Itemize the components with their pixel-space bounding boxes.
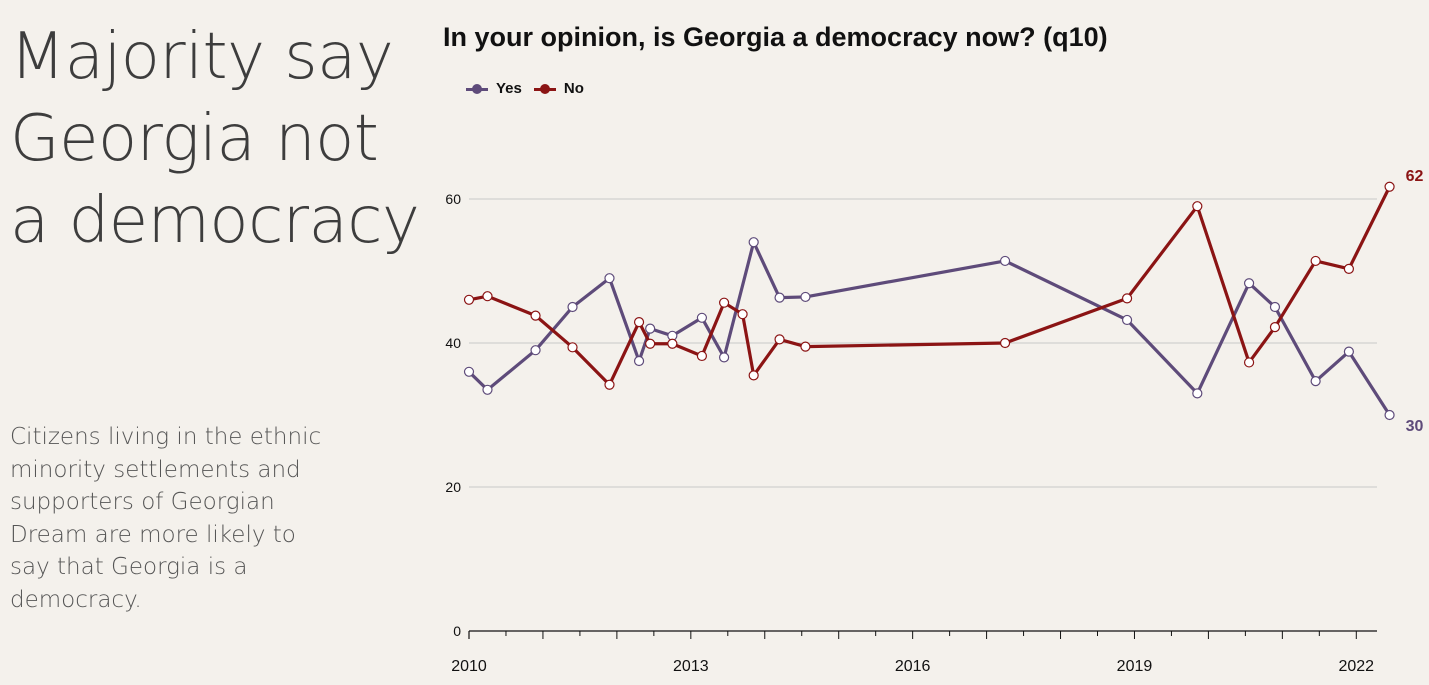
chart-legend: Yes No <box>466 80 596 97</box>
data-point-no-20 <box>1343 263 1355 274</box>
body-text-line-6: democracy. <box>10 586 142 613</box>
data-point-yes-8 <box>696 312 708 323</box>
data-point-no-5 <box>633 317 645 328</box>
data-point-yes-17 <box>1269 301 1281 313</box>
body-text-line-2: minority settlements and <box>10 456 301 483</box>
x-tick-label-2010: 2010 <box>451 658 487 675</box>
data-point-no-21 <box>1384 181 1395 192</box>
x-tick-label-2022: 2022 <box>1338 658 1374 675</box>
data-point-yes-18 <box>1310 376 1321 387</box>
legend-swatch-no <box>533 83 556 95</box>
data-point-yes-19 <box>1343 346 1355 357</box>
legend-item-no: No <box>533 80 584 97</box>
data-point-yes-9 <box>718 352 730 363</box>
y-tick-label-0: 0 <box>453 623 461 639</box>
data-point-no-6 <box>645 338 656 349</box>
body-text-line-3: supporters of Georgian <box>10 489 275 515</box>
legend-label-yes: Yes <box>496 80 522 97</box>
data-point-no-3 <box>567 342 578 353</box>
end-label-no: 62 <box>1406 168 1424 185</box>
body-text-line-5: say that Georgia is a <box>10 554 248 580</box>
headline-line-1: Majority say <box>10 20 394 94</box>
data-point-no-12 <box>774 334 785 345</box>
headline-line-2: Georgia not <box>10 102 379 176</box>
data-point-yes-10 <box>748 237 759 248</box>
x-tick-label-2019: 2019 <box>1117 658 1153 675</box>
legend-label-no: No <box>563 80 584 97</box>
data-point-no-8 <box>696 350 708 362</box>
data-point-yes-12 <box>800 291 811 303</box>
data-point-no-4 <box>604 379 615 390</box>
data-point-yes-3 <box>567 301 578 313</box>
data-point-yes-15 <box>1192 388 1203 399</box>
data-point-yes-2 <box>530 345 541 356</box>
data-point-yes-16 <box>1243 278 1255 289</box>
legend-swatch-yes <box>466 83 488 95</box>
y-tick-label-60: 60 <box>445 191 461 207</box>
data-point-yes-14 <box>1121 314 1133 326</box>
headline: Majority say Georgia not a democracy <box>10 16 420 262</box>
data-point-no-16 <box>1192 201 1203 212</box>
data-point-yes-4 <box>604 273 615 284</box>
data-point-no-0 <box>463 294 475 305</box>
data-point-no-9 <box>718 297 730 308</box>
data-point-no-1 <box>482 291 493 302</box>
data-point-yes-6 <box>645 323 656 334</box>
data-point-no-17 <box>1243 357 1255 368</box>
data-point-no-2 <box>530 310 541 321</box>
data-point-yes-1 <box>482 384 493 395</box>
x-tick-label-2016: 2016 <box>895 658 931 675</box>
data-point-no-10 <box>737 309 748 320</box>
series-line-no <box>468 186 1392 387</box>
data-point-no-14 <box>999 337 1011 349</box>
y-tick-label-40: 40 <box>445 335 461 351</box>
data-point-no-7 <box>667 338 678 349</box>
data-point-no-18 <box>1269 322 1281 333</box>
end-label-yes: 30 <box>1406 418 1424 435</box>
y-tick-label-20: 20 <box>445 479 461 495</box>
headline-line-3: a democracy <box>10 184 420 258</box>
body-text: Citizens living in the ethnic minority s… <box>10 421 370 616</box>
body-text-line-4: Dream are more likely to <box>10 521 296 548</box>
data-point-no-19 <box>1310 255 1321 267</box>
data-point-no-13 <box>800 341 811 352</box>
data-point-yes-11 <box>774 292 785 303</box>
data-point-no-15 <box>1121 293 1133 304</box>
data-point-yes-5 <box>633 355 645 367</box>
chart-title: In your opinion, is Georgia a democracy … <box>443 22 1108 52</box>
legend-item-yes: Yes <box>466 80 522 97</box>
data-point-yes-20 <box>1384 409 1395 421</box>
data-point-yes-13 <box>999 255 1011 267</box>
data-point-no-11 <box>748 370 759 381</box>
x-tick-label-2013: 2013 <box>673 658 709 675</box>
data-point-yes-0 <box>463 366 475 377</box>
body-text-line-1: Citizens living in the ethnic <box>10 424 322 450</box>
